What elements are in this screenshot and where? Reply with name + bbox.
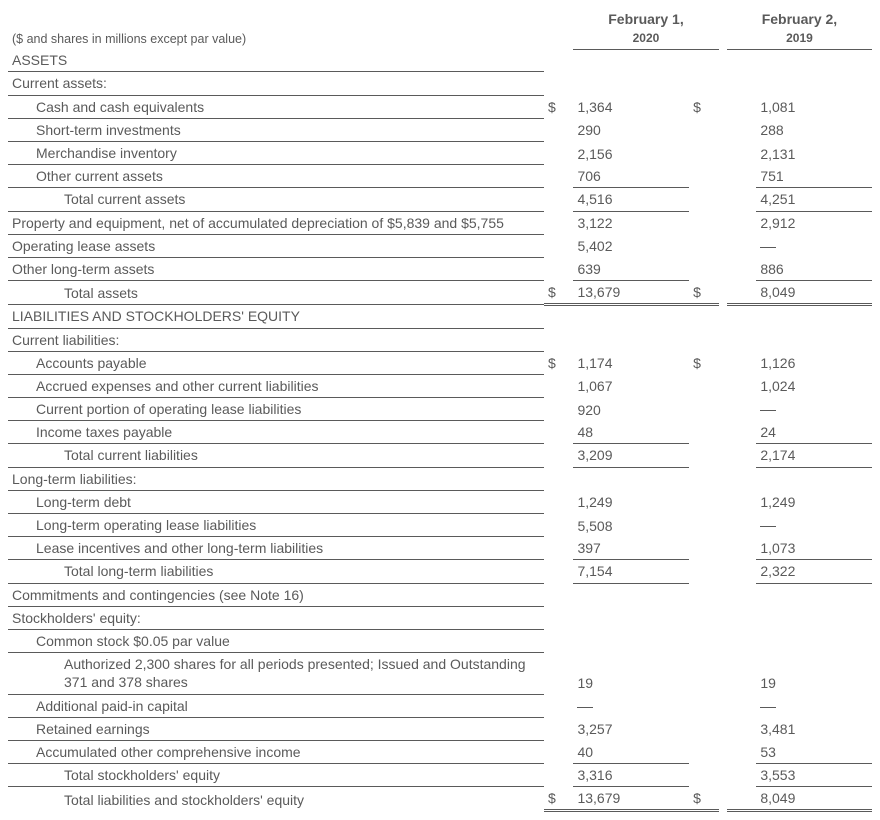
row-aoci: Accumulated other comprehensive income 4… xyxy=(8,740,872,763)
row-ap: Accounts payable $ 1,174 $ 1,126 xyxy=(8,351,872,374)
row-accr: Accrued expenses and other current liabi… xyxy=(8,374,872,397)
row-ltoll: Long-term operating lease liabilities 5,… xyxy=(8,514,872,537)
row-cs: Common stock $0.05 par value xyxy=(8,629,872,652)
dash-icon xyxy=(760,247,776,248)
row-cpoll: Current portion of operating lease liabi… xyxy=(8,398,872,421)
section-lt-liab: Long-term liabilities: xyxy=(8,467,872,490)
section-assets: ASSETS xyxy=(8,49,872,72)
col2-header: February 2, 2019 xyxy=(727,8,872,49)
row-commit: Commitments and contingencies (see Note … xyxy=(8,583,872,606)
row-ola: Operating lease assets 5,402 xyxy=(8,234,872,257)
row-itp: Income taxes payable 48 24 xyxy=(8,421,872,444)
header-row: ($ and shares in millions except par val… xyxy=(8,8,872,49)
row-auth: Authorized 2,300 shares for all periods … xyxy=(8,653,872,694)
row-cash: Cash and cash equivalents $ 1,364 $ 1,08… xyxy=(8,95,872,118)
cell-value: 1,081 xyxy=(756,95,872,118)
dash-icon xyxy=(760,410,776,411)
row-inv: Merchandise inventory 2,156 2,131 xyxy=(8,142,872,165)
row-li: Lease incentives and other long-term lia… xyxy=(8,537,872,560)
section-se: Stockholders' equity: xyxy=(8,606,872,629)
row-tca: Total current assets 4,516 4,251 xyxy=(8,188,872,211)
row-oca: Other current assets 706 751 xyxy=(8,165,872,188)
row-ta: Total assets $ 13,679 $ 8,049 xyxy=(8,281,872,305)
row-olta: Other long-term assets 639 886 xyxy=(8,257,872,280)
row-tltl: Total long-term liabilities 7,154 2,322 xyxy=(8,560,872,583)
cell-value: 1,364 xyxy=(573,95,689,118)
row-tcl: Total current liabilities 3,209 2,174 xyxy=(8,444,872,467)
row-ltd: Long-term debt 1,249 1,249 xyxy=(8,490,872,513)
row-tlse: Total liabilities and stockholders' equi… xyxy=(8,787,872,811)
header-note: ($ and shares in millions except par val… xyxy=(8,8,544,49)
section-current-liab: Current liabilities: xyxy=(8,328,872,351)
row-tse: Total stockholders' equity 3,316 3,553 xyxy=(8,764,872,787)
section-liab-eq: LIABILITIES AND STOCKHOLDERS' EQUITY xyxy=(8,305,872,328)
row-ppe: Property and equipment, net of accumulat… xyxy=(8,211,872,234)
balance-sheet-table: ($ and shares in millions except par val… xyxy=(8,8,872,812)
col1-header: February 1, 2020 xyxy=(573,8,718,49)
dash-icon xyxy=(760,707,776,708)
row-sti: Short-term investments 290 288 xyxy=(8,118,872,141)
section-current-assets: Current assets: xyxy=(8,72,872,95)
dash-icon xyxy=(760,526,776,527)
row-re: Retained earnings 3,257 3,481 xyxy=(8,717,872,740)
dash-icon xyxy=(577,707,593,708)
row-apic: Additional paid-in capital xyxy=(8,694,872,717)
